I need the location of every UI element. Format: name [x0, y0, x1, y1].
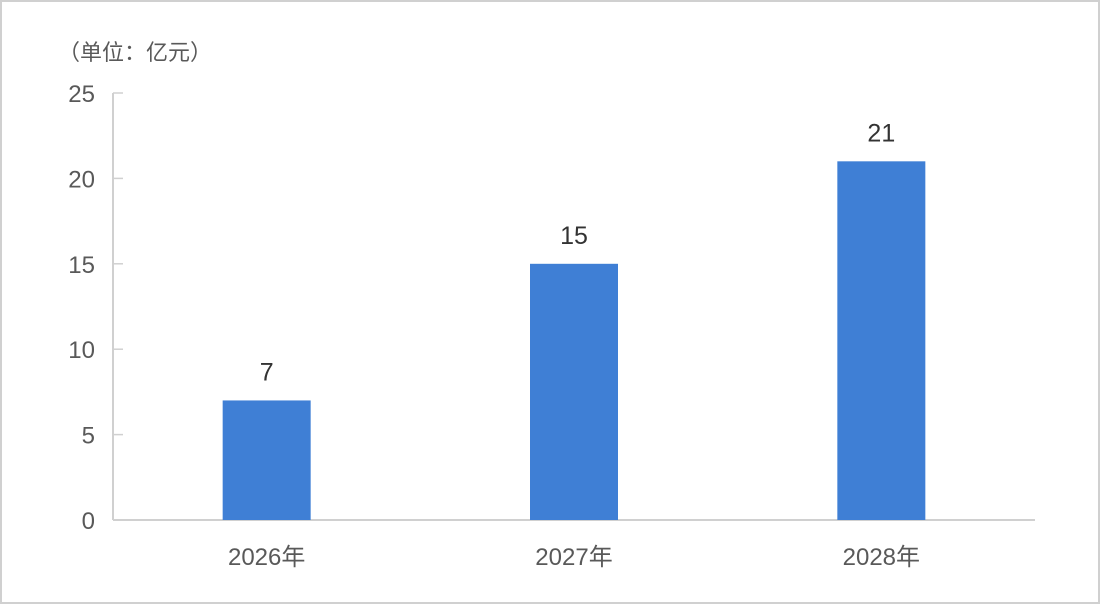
data-label: 7	[260, 358, 274, 386]
y-tick-label: 0	[82, 508, 95, 535]
unit-label: （单位：亿元）	[58, 40, 212, 65]
data-label: 15	[560, 222, 588, 250]
bar-2026年	[222, 400, 311, 520]
y-tick-label: 15	[68, 252, 95, 279]
y-tick-label: 5	[82, 423, 95, 450]
y-tick-label: 10	[68, 337, 95, 364]
x-tick-label: 2028年	[843, 544, 920, 571]
bar-2028年	[837, 161, 926, 520]
x-tick-label: 2026年	[228, 544, 305, 571]
y-tick-label: 25	[68, 81, 95, 108]
data-label: 21	[867, 119, 895, 147]
bar-2027年	[530, 263, 618, 520]
y-tick-label: 20	[68, 166, 95, 193]
x-tick-label: 2027年	[535, 544, 612, 571]
